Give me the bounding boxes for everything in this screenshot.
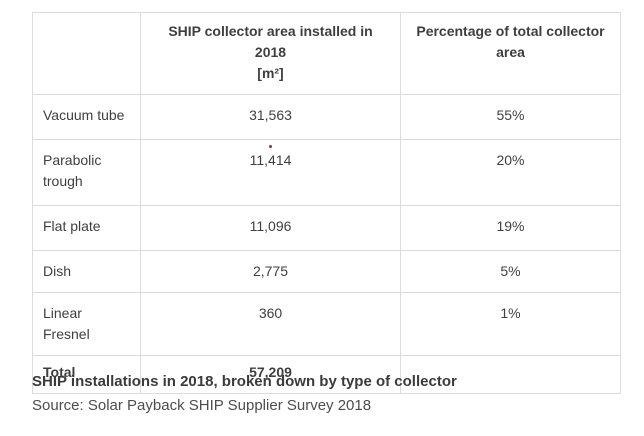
table-row-total: Total 57,209 bbox=[32, 355, 621, 394]
area-value: 360 bbox=[140, 292, 401, 356]
table-row-linear-fresnel: Linear Fresnel 360 1% bbox=[32, 292, 621, 356]
row-label: Dish bbox=[32, 250, 141, 293]
corner-cell bbox=[32, 12, 141, 95]
row-label: Parabolic trough bbox=[32, 139, 141, 206]
table-row-parabolic-trough: Parabolic trough 11,414 20% bbox=[32, 139, 621, 206]
percent-value: 5% bbox=[400, 250, 621, 293]
column-header-area-line2: [m²] bbox=[257, 65, 284, 81]
column-header-percentage-line1: Percentage of total collector bbox=[416, 23, 605, 39]
area-value: 11,096 bbox=[140, 205, 401, 251]
percent-value: 1% bbox=[400, 292, 621, 356]
row-label: Linear Fresnel bbox=[32, 292, 141, 356]
percent-value: 20% bbox=[400, 139, 621, 206]
percent-value: 19% bbox=[400, 205, 621, 251]
table-source: Source: Solar Payback SHIP Supplier Surv… bbox=[32, 397, 372, 414]
table-row-dish: Dish 2,775 5% bbox=[32, 250, 621, 293]
column-header-area: SHIP collector area installed in 2018 [m… bbox=[140, 12, 401, 95]
area-value-text: 11,414 bbox=[249, 152, 292, 168]
total-percent-value bbox=[400, 355, 621, 394]
column-header-area-line1: SHIP collector area installed in 2018 bbox=[168, 23, 373, 60]
total-label: Total bbox=[32, 355, 141, 394]
row-label: Flat plate bbox=[32, 205, 141, 251]
area-value: 2,775 bbox=[140, 250, 401, 293]
area-value: 11,414 bbox=[140, 139, 401, 206]
area-value: 31,563 bbox=[140, 94, 401, 140]
percent-value: 55% bbox=[400, 94, 621, 140]
stray-mark-artifact bbox=[269, 145, 272, 148]
column-header-percentage: Percentage of total collector area bbox=[400, 12, 621, 95]
table-caption: SHIP installations in 2018, broken down … bbox=[32, 373, 457, 390]
table-row-flat-plate: Flat plate 11,096 19% bbox=[32, 205, 621, 251]
ship-collector-table: SHIP collector area installed in 2018 [m… bbox=[32, 12, 621, 394]
table-row-vacuum-tube: Vacuum tube 31,563 55% bbox=[32, 94, 621, 140]
header-row: SHIP collector area installed in 2018 [m… bbox=[32, 12, 621, 95]
column-header-percentage-line2: area bbox=[496, 44, 525, 60]
row-label: Vacuum tube bbox=[32, 94, 141, 140]
